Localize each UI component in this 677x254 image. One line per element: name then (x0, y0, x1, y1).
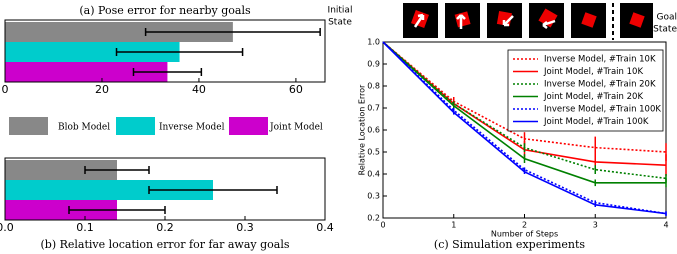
x-axis-label: Number of Steps (491, 230, 558, 239)
goal-label: State (653, 25, 677, 35)
error-bar (132, 68, 203, 76)
initial-label: State (328, 18, 352, 28)
error-bar (115, 48, 244, 56)
state-image (620, 3, 653, 38)
chart-title: (c) Simulation experiments (434, 238, 586, 251)
y-tick-label: 0.5 (367, 148, 380, 157)
legend-box (507, 49, 664, 132)
y-tick-label: 0.9 (367, 60, 380, 69)
bar (5, 22, 233, 42)
bar (5, 160, 117, 180)
legend-label: Inverse Model, #Train 100K (544, 105, 661, 115)
x-tick-label: 4 (663, 221, 668, 230)
state-strip: Initial State Goal State (328, 3, 677, 40)
legend-label: Joint Model (269, 123, 323, 133)
x-tick-label: 0.1 (76, 221, 94, 234)
x-tick-label: 3 (593, 221, 598, 230)
legend-swatch (116, 117, 155, 135)
bar (5, 62, 168, 82)
bar (5, 180, 213, 200)
legend-swatch (9, 117, 48, 135)
y-tick-label: 0.6 (367, 126, 380, 135)
legend-label: Inverse Model, #Train 10K (544, 55, 656, 65)
x-tick-label: 0.0 (0, 221, 14, 234)
state-image (571, 3, 606, 38)
x-tick-label: 2 (522, 221, 527, 230)
y-tick-label: 0.2 (367, 214, 380, 223)
x-tick-label: 20 (95, 83, 109, 96)
axes-frame (4, 19, 326, 83)
error-bar (84, 166, 150, 174)
y-tick-label: 0.3 (367, 192, 380, 201)
bar (5, 42, 180, 62)
line-series (382, 41, 667, 215)
legend-label: Inverse Model, #Train 20K (544, 80, 656, 90)
x-tick-label: 0 (380, 221, 385, 230)
legend-swatch (229, 117, 268, 135)
x-tick-label: 0.2 (156, 221, 174, 234)
state-image (445, 3, 480, 38)
legend-label: Inverse Model (159, 123, 225, 133)
y-axis-label: Relative Location Error (358, 84, 367, 175)
state-image (403, 3, 438, 38)
state-image (487, 3, 522, 38)
state-image (529, 3, 564, 38)
legend-label: Joint Model, #Train 10K (543, 67, 643, 77)
y-tick-label: 0.8 (367, 82, 380, 91)
x-tick-label: 40 (192, 83, 206, 96)
x-tick-label: 0.4 (316, 221, 334, 234)
x-tick-label: 60 (289, 83, 303, 96)
x-tick-label: 1 (451, 221, 456, 230)
y-tick-label: 0.7 (367, 104, 380, 113)
legend-label: Joint Model, #Train 20K (543, 92, 643, 102)
initial-label: Initial (328, 6, 353, 16)
y-tick-label: 0.4 (367, 170, 380, 179)
y-tick-label: 1.0 (367, 38, 380, 47)
legend-label: Joint Model, #Train 100K (543, 117, 649, 127)
chart-title: (b) Relative location error for far away… (40, 238, 289, 251)
chart-title: (a) Pose error for nearby goals (79, 4, 251, 17)
goal-label: Goal (657, 13, 677, 23)
x-tick-label: 0 (2, 83, 9, 96)
x-tick-label: 0.3 (236, 221, 254, 234)
error-bar (148, 186, 278, 194)
legend-label: Blob Model (58, 123, 110, 133)
bar (5, 200, 117, 220)
error-bar (144, 28, 321, 36)
error-bar (68, 206, 166, 214)
